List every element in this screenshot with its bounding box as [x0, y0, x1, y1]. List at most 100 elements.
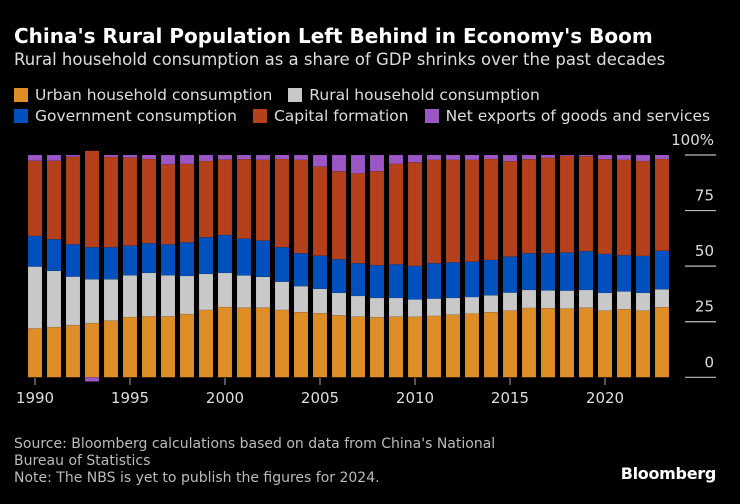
bar-segment-1993-2 — [84, 247, 100, 280]
bar-segment-2017-3 — [540, 157, 556, 254]
bar-segment-2004-2 — [293, 253, 309, 287]
legend-label: Government consumption — [35, 107, 237, 125]
legend-row-1: Urban household consumption Rural househ… — [14, 86, 556, 104]
bar-segment-2018-3 — [559, 155, 575, 253]
bar-segment-2010-2 — [407, 265, 423, 300]
bar-segment-1993-1 — [84, 279, 100, 324]
source-text: Source: Bloomberg calculations based on … — [14, 436, 496, 469]
bar-segment-1993-3 — [84, 150, 100, 248]
bar-segment-1992-2 — [65, 244, 81, 277]
bar-segment-2014-2 — [483, 259, 499, 296]
legend-label: Rural household consumption — [309, 86, 540, 104]
bar-segment-2023-2 — [654, 250, 670, 290]
bar-segment-2021-4 — [616, 154, 632, 161]
bar-segment-1991-0 — [46, 326, 62, 378]
bar-segment-1992-1 — [65, 276, 81, 326]
bar-segment-2008-3 — [369, 170, 385, 266]
bar-segment-1997-3 — [160, 164, 176, 245]
bar-segment-2003-3 — [274, 158, 290, 248]
bar-segment-2011-4 — [426, 154, 442, 161]
bar-segment-1994-0 — [103, 320, 119, 378]
bar-segment-2007-2 — [350, 263, 366, 297]
bar-segment-2006-1 — [331, 292, 347, 316]
bar-segment-1995-4 — [122, 154, 138, 158]
bar-segment-2023-0 — [654, 307, 670, 378]
bar-segment-1992-3 — [65, 156, 81, 245]
bar-segment-1993-4 — [84, 377, 100, 382]
bar-segment-2018-0 — [559, 308, 575, 378]
bar-segment-2023-3 — [654, 158, 670, 252]
bar-segment-2009-0 — [388, 316, 404, 378]
bar-segment-2001-3 — [236, 158, 252, 239]
bar-segment-2010-3 — [407, 162, 423, 267]
bar-segment-2000-1 — [217, 272, 233, 308]
bar-segment-2023-4 — [654, 154, 670, 160]
bar-segment-1991-2 — [46, 239, 62, 272]
x-tick-label: 2010 — [396, 389, 434, 407]
bar-segment-1999-0 — [198, 309, 214, 378]
bar-segment-2002-0 — [255, 307, 271, 378]
bar-segment-2003-0 — [274, 309, 290, 378]
bar-segment-1996-4 — [141, 154, 157, 160]
bar-segment-2020-4 — [597, 154, 613, 160]
bar-segment-2012-4 — [445, 154, 461, 161]
bar-segment-2006-3 — [331, 170, 347, 260]
bar-segment-2018-2 — [559, 252, 575, 291]
chart-subtitle: Rural household consumption as a share o… — [14, 50, 666, 69]
bar-segment-2020-1 — [597, 292, 613, 311]
bar-segment-2014-4 — [483, 154, 499, 160]
bar-segment-1994-2 — [103, 247, 119, 280]
bar-segment-2013-4 — [464, 154, 480, 161]
legend-swatch — [14, 88, 28, 102]
bar-segment-2000-4 — [217, 154, 233, 160]
bar-segment-1997-2 — [160, 244, 176, 276]
bar-segment-2006-0 — [331, 315, 347, 378]
bar-segment-2019-0 — [578, 307, 594, 378]
legend-item-capital: Capital formation — [252, 107, 409, 125]
bar-segment-2019-4 — [578, 154, 594, 157]
bar-segment-2019-2 — [578, 251, 594, 291]
bar-segment-2021-2 — [616, 255, 632, 292]
bar-segment-2015-1 — [502, 292, 518, 311]
bar-segment-2015-4 — [502, 154, 518, 162]
bar-segment-2019-3 — [578, 156, 594, 252]
bar-segment-2012-3 — [445, 159, 461, 263]
bar-segment-2016-4 — [521, 154, 537, 160]
bar-segment-1995-3 — [122, 157, 138, 246]
bar-segment-2017-2 — [540, 253, 556, 291]
bar-segment-1996-3 — [141, 158, 157, 244]
bar-segment-1994-1 — [103, 279, 119, 321]
bar-segment-2004-0 — [293, 311, 309, 378]
bar-segment-2022-0 — [635, 310, 651, 378]
bar-segment-1990-2 — [27, 235, 43, 267]
bar-segment-2005-4 — [312, 154, 328, 167]
bar-segment-2007-0 — [350, 316, 366, 378]
x-tick-label: 2000 — [206, 389, 244, 407]
source-note: Source: Bloomberg calculations based on … — [14, 436, 534, 487]
bar-segment-1999-1 — [198, 273, 214, 311]
bar-segment-2020-3 — [597, 158, 613, 255]
legend-item-urban: Urban household consumption — [14, 86, 272, 104]
x-tick-label: 1990 — [16, 389, 54, 407]
bar-segment-1998-1 — [179, 275, 195, 315]
bar-segment-2011-0 — [426, 315, 442, 378]
bar-segment-1996-0 — [141, 316, 157, 378]
bar-segment-2002-1 — [255, 276, 271, 308]
bar-segment-2020-2 — [597, 253, 613, 294]
bar-segment-2020-0 — [597, 310, 613, 378]
x-tick-label: 2005 — [301, 389, 339, 407]
bar-segment-2009-2 — [388, 264, 404, 299]
bar-segment-1998-4 — [179, 154, 195, 165]
bar-segment-2016-3 — [521, 158, 537, 254]
bar-segment-2015-2 — [502, 256, 518, 293]
x-tick-label: 2015 — [491, 389, 529, 407]
bar-segment-2001-2 — [236, 238, 252, 276]
note-text: Note: The NBS is yet to publish the figu… — [14, 470, 380, 486]
bar-segment-2003-1 — [274, 281, 290, 311]
bar-segment-2011-3 — [426, 159, 442, 264]
bar-segment-1995-0 — [122, 316, 138, 378]
bar-segment-2000-3 — [217, 159, 233, 236]
bar-segment-2008-2 — [369, 265, 385, 299]
bar-segment-1994-4 — [103, 154, 119, 158]
bloomberg-logo: Bloomberg — [620, 464, 717, 483]
